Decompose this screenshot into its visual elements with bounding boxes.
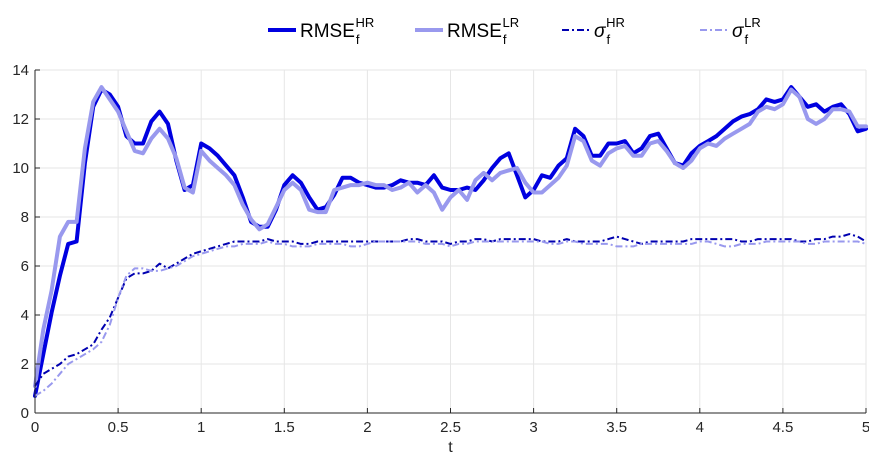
- y-tick-label: 2: [21, 356, 29, 373]
- legend-entry-subscript: f: [606, 32, 610, 47]
- y-tick-label: 14: [12, 62, 29, 79]
- legend-entry-superscript: LR: [503, 15, 520, 30]
- series-line-rmse-lr: [33, 85, 868, 389]
- legend-entry-subscript: f: [744, 32, 748, 47]
- legend-entry-name: RMSE: [300, 21, 355, 42]
- legend-entry-superscript: LR: [744, 15, 761, 30]
- legend-entry-name: σ: [732, 21, 745, 42]
- x-tick-label: 4: [696, 419, 704, 436]
- x-tick-label: 5: [862, 419, 869, 436]
- y-tick-label: 8: [21, 209, 29, 226]
- x-tick-label: 1.5: [274, 419, 295, 436]
- y-tick-label: 6: [21, 258, 29, 275]
- legend-entry-label: σf LR: [732, 15, 761, 47]
- legend-entry-superscript: HR: [606, 15, 625, 30]
- legend-entry-name: RMSE: [447, 21, 502, 42]
- y-tick-label: 0: [21, 405, 29, 422]
- y-tick-label: 12: [12, 111, 29, 128]
- plot-area: [33, 85, 868, 398]
- x-axis-ticks: 0 0.5 1 1.5 2 2.5 3 3.5 4 4.5 5: [31, 408, 869, 436]
- x-tick-label: 3.5: [606, 419, 627, 436]
- series-line-sigma-hr: [34, 233, 867, 387]
- x-tick-label: 0: [31, 419, 39, 436]
- x-tick-label: 3: [529, 419, 537, 436]
- y-axis-ticks: 0 2 4 6 8 10 12 14: [12, 62, 40, 422]
- legend-entry-subscript: f: [356, 32, 360, 47]
- legend-entry-label: RMSEf HR: [300, 15, 374, 47]
- legend-entry-label: σf HR: [594, 15, 625, 47]
- x-tick-label: 2: [363, 419, 371, 436]
- x-tick-label: 1: [197, 419, 205, 436]
- legend-entry-name: σ: [594, 21, 607, 42]
- legend: RMSEfHR RMSEfLR σfHR σfLR: [268, 15, 761, 47]
- legend-entry-subscript: f: [503, 32, 507, 47]
- x-axis-label: t: [448, 439, 453, 454]
- x-tick-label: 4.5: [772, 419, 793, 436]
- y-tick-label: 10: [12, 160, 29, 177]
- y-tick-label: 4: [21, 307, 29, 324]
- legend-entry-label: RMSEf LR: [447, 15, 519, 47]
- x-tick-label: 0.5: [108, 419, 129, 436]
- x-tick-label: 2.5: [440, 419, 461, 436]
- legend-entry-superscript: HR: [356, 15, 375, 30]
